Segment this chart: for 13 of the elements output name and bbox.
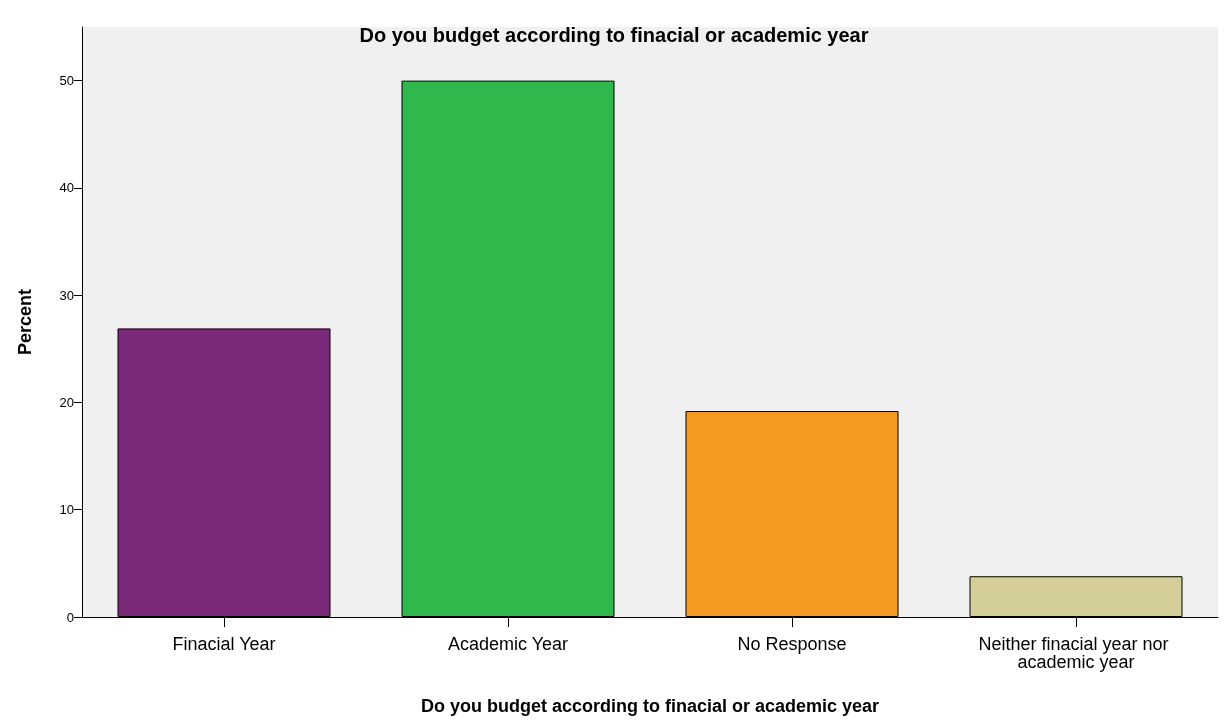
x-tick-label: No Response xyxy=(737,634,847,654)
x-axis-title: Do you budget according to finacial or academic year xyxy=(420,696,880,716)
y-tick-label: 30 xyxy=(59,287,74,303)
y-tick-label: 10 xyxy=(59,502,74,518)
y-tick-label: 50 xyxy=(59,73,74,89)
y-tick-label: 20 xyxy=(59,394,74,410)
y-tick-label: 40 xyxy=(59,180,74,196)
chart-title: Do you budget according to finacial or academic year xyxy=(359,24,869,46)
x-tick-label: Neither finacial year nor academic year xyxy=(978,634,1174,672)
y-axis-title: Percent xyxy=(15,288,35,356)
y-tick-label: 0 xyxy=(66,609,74,625)
x-tick-label: Finacial Year xyxy=(172,634,276,654)
x-tick-label: Academic Year xyxy=(447,634,569,654)
